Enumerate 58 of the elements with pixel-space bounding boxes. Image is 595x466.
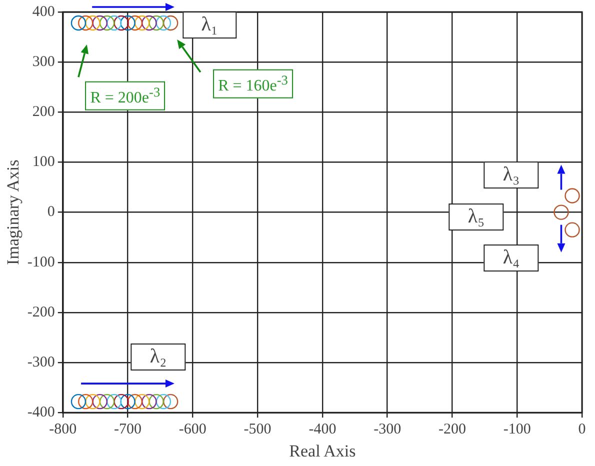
- annotation: λ₅: [448, 203, 504, 230]
- annotation: λ₂: [130, 344, 186, 371]
- point: [134, 394, 150, 410]
- point: [163, 15, 178, 31]
- point: [106, 15, 122, 31]
- annotation: λ₁: [182, 12, 237, 39]
- x-tick-label: -700: [114, 422, 142, 438]
- point: [120, 15, 136, 31]
- x-tick-label: 0: [578, 422, 586, 438]
- point: [148, 15, 164, 31]
- y-tick-label: 100: [32, 154, 55, 170]
- y-tick-label: -200: [27, 304, 55, 320]
- x-tick-label: -300: [374, 422, 402, 438]
- point: [156, 15, 172, 31]
- point: [85, 15, 100, 31]
- point: [85, 394, 100, 410]
- point: [92, 15, 108, 31]
- annotation: R = 160e$^{-3}$: [213, 69, 293, 99]
- y-axis-title: Imaginary Axis: [4, 160, 23, 265]
- y-tick-label: -400: [27, 404, 55, 421]
- point: [148, 394, 164, 410]
- point: [70, 15, 86, 31]
- point: [554, 204, 569, 220]
- point: [70, 394, 86, 410]
- point: [99, 15, 115, 31]
- point: [78, 15, 94, 31]
- point: [114, 15, 129, 31]
- y-tick-label: 300: [32, 54, 55, 70]
- x-tick-label: -800: [49, 422, 77, 438]
- x-tick-label: -600: [178, 422, 206, 438]
- x-tick-label: -400: [308, 422, 336, 438]
- point: [142, 15, 157, 31]
- point: [127, 15, 143, 31]
- point: [92, 394, 108, 410]
- point: [106, 394, 122, 410]
- point: [163, 394, 178, 410]
- y-tick-label: -300: [27, 354, 55, 370]
- point: [120, 394, 136, 410]
- point: [78, 394, 94, 410]
- x-tick-label: -200: [438, 422, 466, 438]
- point: [127, 394, 143, 410]
- x-axis-title: Real Axis: [289, 441, 356, 460]
- point: [134, 15, 150, 31]
- y-tick-label: 400: [32, 4, 55, 20]
- point: [564, 188, 580, 204]
- point: [99, 394, 115, 410]
- annotation: λ₃: [484, 161, 539, 188]
- annotation: R = 200e$^{-3}$: [85, 81, 166, 111]
- y-tick-label: 200: [32, 104, 55, 120]
- point: [114, 394, 129, 410]
- x-tick-label: -500: [244, 422, 272, 438]
- annotation: λ₄: [484, 244, 539, 272]
- x-tick-label: -100: [503, 422, 531, 438]
- y-tick-label: 0: [47, 204, 55, 220]
- point: [142, 394, 157, 410]
- y-tick-label: -100: [27, 254, 55, 270]
- point: [564, 222, 580, 238]
- point: [156, 394, 172, 410]
